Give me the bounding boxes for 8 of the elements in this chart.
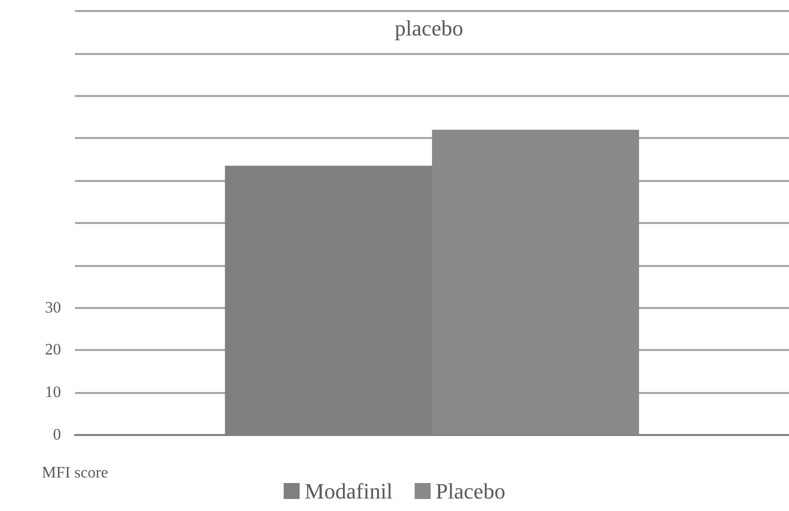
- x-axis-title: MFI score: [42, 464, 108, 482]
- legend-label: Modafinil: [304, 478, 393, 504]
- y-tick-label: 20: [45, 342, 61, 359]
- y-tick-label: 30: [45, 299, 61, 316]
- chart-title: placebo: [394, 16, 464, 40]
- legend-label: Placebo: [436, 478, 506, 504]
- y-tick-label: 0: [53, 426, 61, 444]
- y-tick-label: 10: [45, 384, 61, 402]
